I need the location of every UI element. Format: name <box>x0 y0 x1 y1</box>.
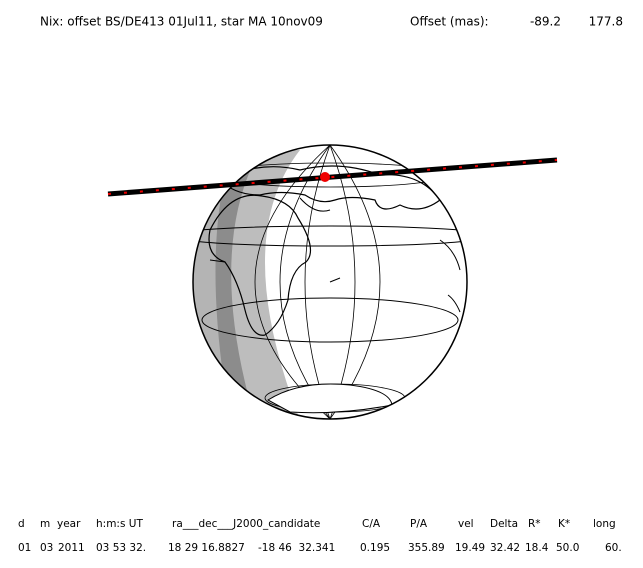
cell: 60. <box>605 542 622 554</box>
cell: 0.195 <box>360 542 390 554</box>
cell: 01 <box>18 542 31 554</box>
column-header: K* <box>558 518 570 530</box>
cell: 18.4 <box>525 542 549 554</box>
column-header: C/A <box>362 518 381 530</box>
cell: 50.0 <box>556 542 579 554</box>
title: Nix: offset BS/DE413 01Jul11, star MA 10… <box>40 15 323 29</box>
cell: 2011 <box>58 542 85 554</box>
occultation-track <box>107 157 558 197</box>
column-header: P/A <box>410 518 428 530</box>
cell: 19.49 <box>455 542 485 554</box>
offset-value: -89.2 <box>530 15 561 29</box>
cell: 03 53 32. <box>96 542 146 554</box>
column-header: ra___dec___J2000_candidate <box>172 518 320 530</box>
cell: 32.42 <box>490 542 520 554</box>
column-header: vel <box>458 518 474 530</box>
column-header: h:m:s UT <box>96 518 143 530</box>
column-header: long <box>593 518 616 530</box>
offset-value: 177.8 <box>589 15 623 29</box>
column-header: R* <box>528 518 541 530</box>
column-header: year <box>57 518 81 530</box>
column-header: Delta <box>490 518 518 530</box>
cell: 18 29 16.8827 <box>168 542 245 554</box>
cell: 355.89 <box>408 542 445 554</box>
column-header: d <box>18 518 25 530</box>
column-header: m <box>40 518 50 530</box>
offset-label: Offset (mas): <box>410 15 489 29</box>
cell: 03 <box>40 542 53 554</box>
summary-table: d m year h:m:s UT ra___dec___J2000_candidate… <box>18 518 622 554</box>
cell: -18 46 32.341 <box>258 542 335 554</box>
